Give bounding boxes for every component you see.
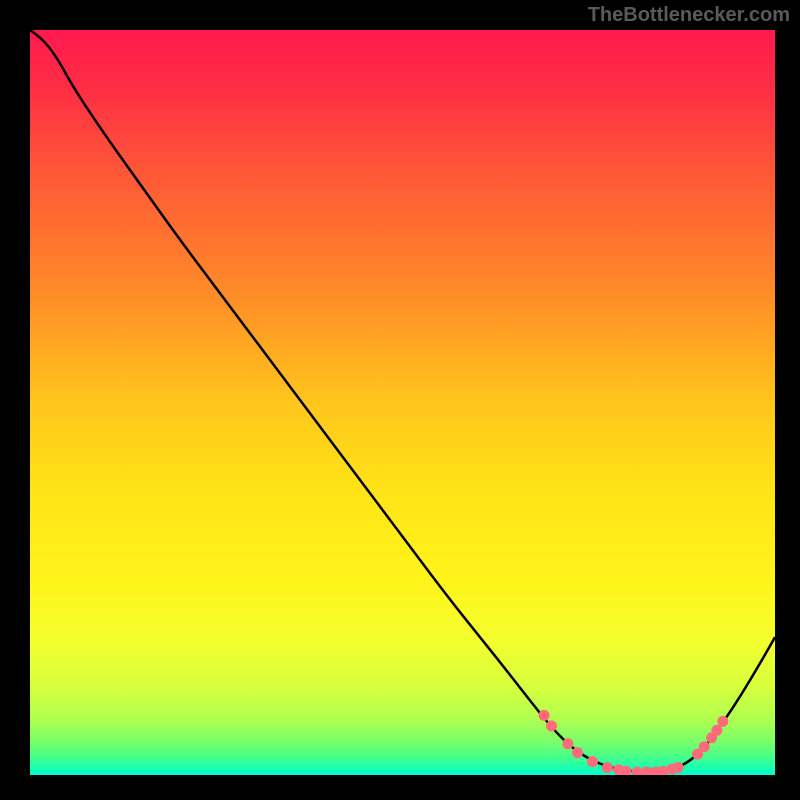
chart-container: TheBottlenecker.com (0, 0, 800, 800)
data-marker (546, 720, 557, 731)
watermark-text: TheBottlenecker.com (588, 4, 790, 27)
data-marker (602, 762, 613, 773)
data-marker (562, 738, 573, 749)
data-marker (717, 716, 728, 727)
data-marker (699, 741, 710, 752)
data-marker (572, 747, 583, 758)
data-marker (673, 762, 684, 773)
data-marker (539, 710, 550, 721)
data-marker (587, 756, 598, 767)
plot-area (30, 30, 775, 775)
gradient-background (30, 30, 775, 775)
gradient-and-curve-svg (30, 30, 775, 775)
data-marker (711, 725, 722, 736)
